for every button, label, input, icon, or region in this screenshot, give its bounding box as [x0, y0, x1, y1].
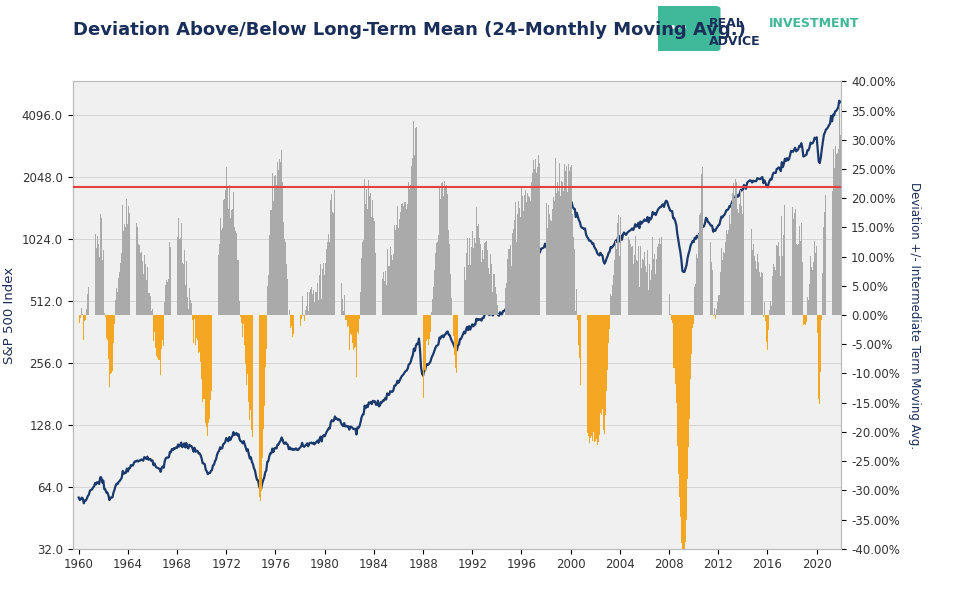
Y-axis label: S&P 500 Index: S&P 500 Index: [3, 267, 16, 364]
Text: •••: •••: [669, 23, 688, 33]
Text: Deviation Above/Below Long-Term Mean (24-Monthly Moving Avg.): Deviation Above/Below Long-Term Mean (24…: [73, 21, 746, 39]
Text: ADVICE: ADVICE: [709, 35, 760, 48]
Text: REAL: REAL: [709, 17, 745, 30]
Text: INVESTMENT: INVESTMENT: [769, 17, 859, 30]
FancyBboxPatch shape: [636, 5, 720, 52]
Y-axis label: Deviation +/- Intermediate Term Moving Avg.: Deviation +/- Intermediate Term Moving A…: [908, 182, 922, 449]
